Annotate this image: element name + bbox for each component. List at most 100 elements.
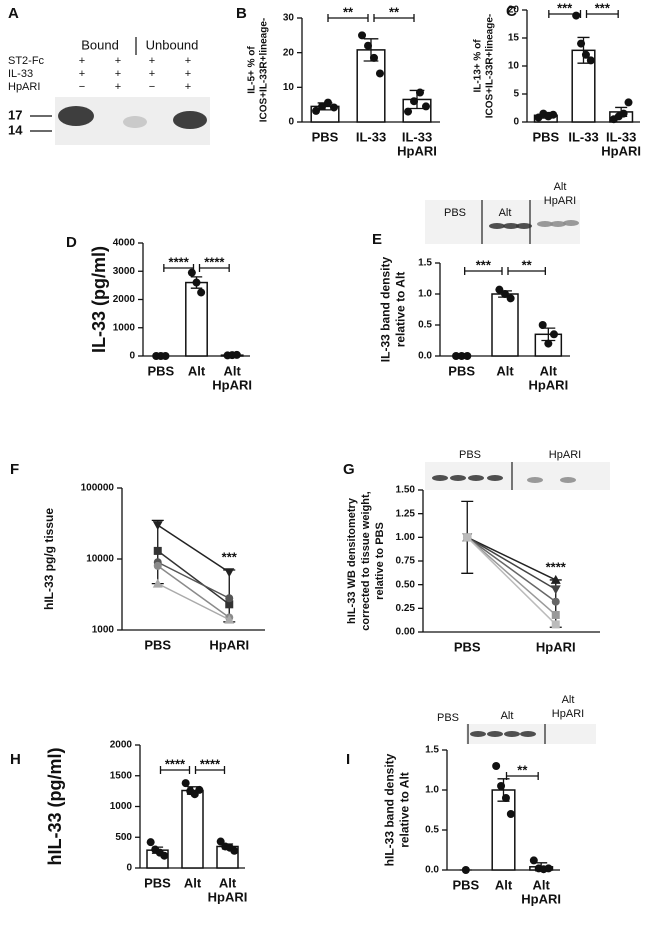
data-point	[549, 330, 558, 339]
panel-letter: H	[10, 751, 21, 768]
row-sign: +	[149, 55, 155, 67]
row-sign: −	[149, 81, 155, 93]
significance-bracket	[327, 14, 369, 22]
y-tick-label: 0.0	[418, 351, 432, 362]
x-tick-label: HpARI	[521, 891, 561, 906]
y-tick-label: 1000	[110, 801, 133, 812]
y-axis-label: IL-33 (pg/ml)	[89, 246, 109, 353]
column-group: Bound	[81, 37, 119, 52]
blot-label: Alt	[499, 207, 512, 219]
x-tick-label: Alt	[184, 875, 202, 890]
row-sign: +	[79, 68, 85, 80]
marker	[551, 620, 560, 629]
row-sign: +	[79, 55, 85, 67]
y-axis-label: ICOS+IL-33R+lineage-	[485, 14, 496, 118]
y-tick-label: 1000	[92, 625, 115, 636]
series-line	[466, 536, 557, 625]
marker	[153, 561, 162, 570]
y-axis-label: hIL-33 band density	[383, 753, 397, 866]
significance-label: ****	[200, 756, 221, 771]
blot-band	[487, 731, 503, 737]
significance-bracket	[505, 772, 539, 780]
x-tick-label: PBS	[532, 129, 559, 144]
y-axis-label: hIL-33 WB densitometry	[346, 497, 358, 624]
data-point	[461, 866, 470, 874]
significance-bracket	[373, 14, 415, 22]
data-point	[586, 56, 595, 65]
data-point	[375, 69, 384, 78]
data-point	[506, 294, 515, 303]
row-sign: +	[149, 68, 155, 80]
significance-label: ****	[204, 254, 225, 269]
data-point	[501, 290, 509, 298]
y-axis-label: IL-33 band density	[379, 257, 393, 363]
panel-letter: A	[8, 5, 19, 22]
blot-band	[487, 475, 503, 481]
y-tick-label: 1.5	[418, 258, 432, 269]
y-tick-label: 0	[513, 117, 519, 128]
data-point	[495, 285, 504, 294]
significance-bracket	[194, 766, 226, 774]
y-tick-label: 0.00	[396, 627, 416, 638]
marker	[551, 610, 560, 619]
y-axis-label: IL-13+ % of	[473, 39, 484, 93]
data-point	[415, 88, 424, 97]
data-point	[506, 810, 515, 818]
y-tick-label: 1.25	[396, 508, 416, 519]
series-line	[466, 536, 557, 616]
y-tick-label: 4000	[113, 238, 136, 249]
y-tick-label: 1.0	[425, 785, 439, 796]
y-tick-label: 5	[513, 89, 519, 100]
x-tick-label: PBS	[312, 129, 339, 144]
y-tick-label: 0.5	[425, 825, 439, 836]
y-tick-label: 0.75	[396, 556, 416, 567]
y-tick-label: 500	[115, 832, 132, 843]
x-tick-label: IL-33	[606, 129, 636, 144]
panel-letter: B	[236, 5, 247, 22]
y-tick-label: 0.0	[425, 865, 439, 876]
row-sign: +	[115, 81, 121, 93]
marker	[551, 597, 560, 606]
y-axis-label: IL-5+ % of	[247, 46, 258, 94]
y-tick-label: 0.50	[396, 579, 416, 590]
series-line	[157, 524, 230, 573]
significance-bracket	[507, 267, 546, 275]
significance-bracket	[163, 264, 195, 272]
x-tick-label: PBS	[452, 877, 479, 892]
series-line	[157, 565, 230, 619]
data-point	[497, 782, 506, 790]
y-tick-label: 0.5	[418, 320, 432, 331]
significance-label: ***	[222, 549, 238, 564]
blot-band	[563, 220, 579, 226]
significance-label: ***	[476, 257, 492, 272]
blot-label: HpARI	[549, 449, 581, 461]
x-tick-label: Alt	[540, 363, 558, 378]
y-tick-label: 1.00	[396, 532, 416, 543]
significance-bracket	[198, 264, 230, 272]
y-tick-label: 100000	[81, 483, 115, 494]
marker	[225, 594, 234, 603]
row-sign: +	[185, 55, 191, 67]
row-sign: +	[185, 68, 191, 80]
x-tick-label: Alt	[496, 363, 514, 378]
significance-bracket	[585, 10, 619, 18]
x-tick-label: IL-33	[568, 129, 598, 144]
blot-band	[516, 223, 532, 229]
data-point	[577, 39, 586, 48]
data-point	[318, 102, 327, 111]
y-tick-label: 2000	[110, 740, 133, 751]
y-tick-label: 1.50	[396, 485, 416, 496]
row-label: IL-33	[8, 68, 33, 80]
data-point	[544, 339, 553, 348]
series-line	[466, 536, 557, 591]
blot-label: Alt	[501, 710, 514, 722]
data-point	[195, 785, 204, 794]
row-sign: −	[79, 81, 85, 93]
y-tick-label: 10000	[86, 554, 114, 565]
x-tick-label: PBS	[454, 639, 481, 654]
panel-letter: C	[506, 3, 517, 20]
panel-letter: F	[10, 461, 19, 478]
panel-letter: G	[343, 461, 355, 478]
marker	[550, 585, 561, 595]
